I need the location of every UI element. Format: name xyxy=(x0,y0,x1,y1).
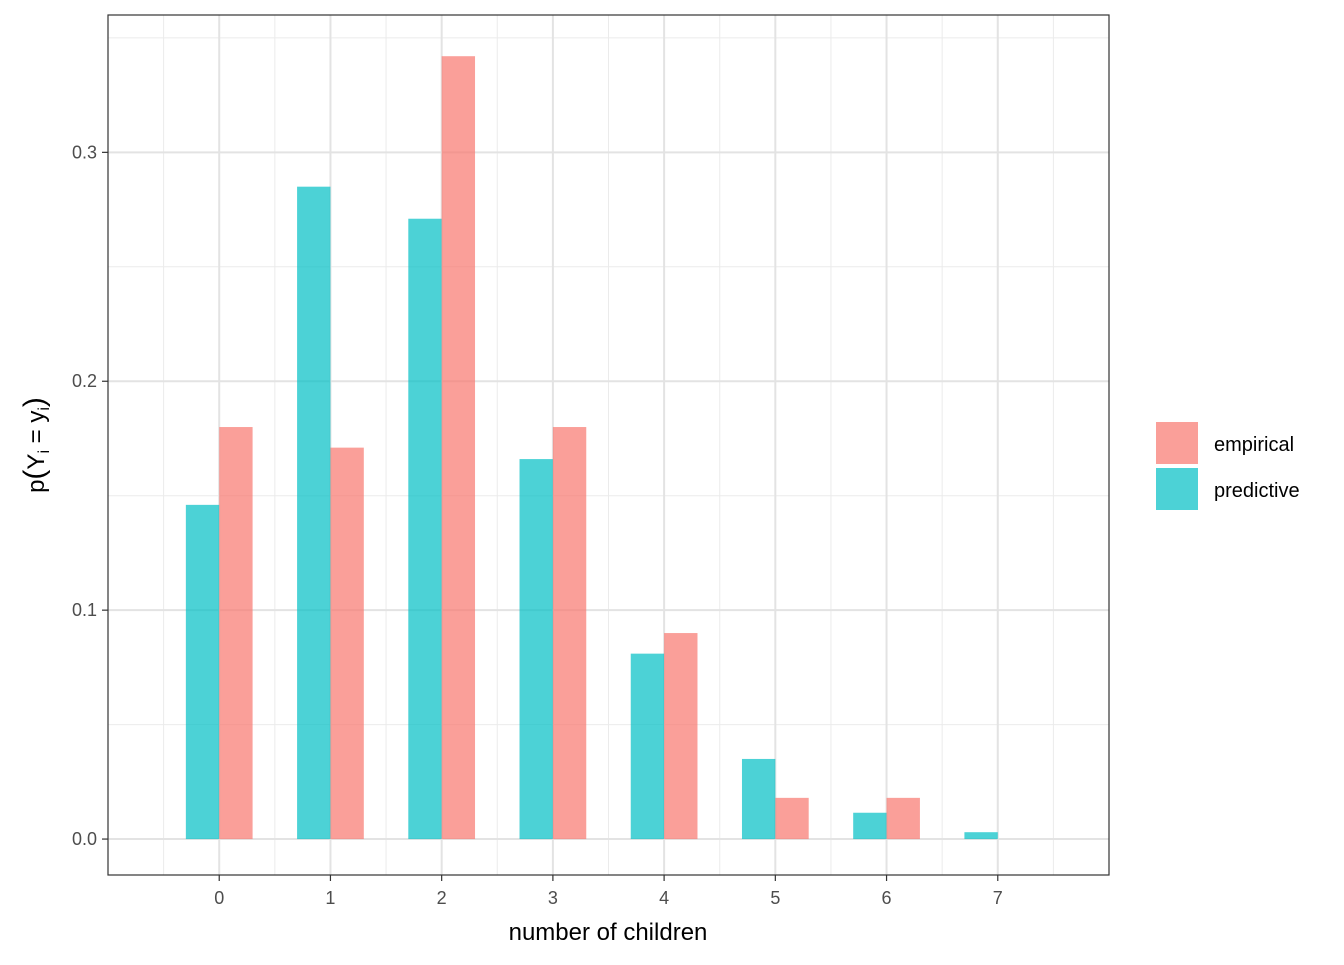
legend-label-empirical: empirical xyxy=(1214,434,1294,456)
bars xyxy=(185,56,998,840)
y-axis-title-sub1: i xyxy=(36,450,53,454)
bar-predictive-6 xyxy=(853,812,887,840)
y-axis-title-base: p xyxy=(23,480,50,493)
x-tick-label: 5 xyxy=(770,888,780,908)
x-axis-title: number of children xyxy=(509,919,708,946)
x-tick-label: 7 xyxy=(993,888,1003,908)
y-axis-title-close: ) xyxy=(18,397,51,407)
panel-border xyxy=(107,14,1110,876)
y-tick-label: 0.1 xyxy=(72,600,97,620)
y-axis-title: p(Yi = yi) xyxy=(18,397,53,493)
legend-label-predictive: predictive xyxy=(1214,480,1300,502)
bar-empirical-4 xyxy=(664,633,698,840)
y-axis-title-var2: y xyxy=(23,411,50,423)
x-axis: 0 1 2 3 4 5 6 7 xyxy=(214,875,1003,908)
bar-predictive-3 xyxy=(519,459,553,840)
y-axis-title-open: ( xyxy=(18,470,51,480)
bar-empirical-3 xyxy=(552,427,587,840)
x-tick-label: 0 xyxy=(214,888,224,908)
y-axis-title-eq: = xyxy=(23,423,50,450)
legend-key-predictive xyxy=(1156,468,1198,510)
bar-predictive-5 xyxy=(741,758,776,840)
legend-key-empirical xyxy=(1156,422,1198,464)
y-tick-label: 0.0 xyxy=(72,829,97,849)
y-axis-title-var: Y xyxy=(23,454,50,470)
legend: empirical predictive xyxy=(1156,422,1300,510)
bar-empirical-1 xyxy=(330,447,364,840)
bar-predictive-1 xyxy=(297,186,331,840)
bar-predictive-4 xyxy=(630,653,665,840)
y-axis: 0.0 0.1 0.2 0.3 xyxy=(72,142,108,849)
bar-predictive-0 xyxy=(185,504,220,840)
x-tick-label: 4 xyxy=(659,888,669,908)
y-axis-title-sub2: i xyxy=(36,407,53,411)
bar-predictive-2 xyxy=(408,218,442,840)
x-tick-label: 1 xyxy=(325,888,335,908)
bar-empirical-5 xyxy=(775,797,809,840)
y-tick-label: 0.2 xyxy=(72,371,97,391)
x-tick-label: 2 xyxy=(437,888,447,908)
x-tick-label: 3 xyxy=(548,888,558,908)
x-tick-label: 6 xyxy=(882,888,892,908)
y-tick-label: 0.3 xyxy=(72,142,97,162)
bar-empirical-0 xyxy=(219,427,253,840)
bar-predictive-7 xyxy=(964,832,998,840)
bar-empirical-6 xyxy=(886,797,920,840)
bar-empirical-2 xyxy=(441,56,476,840)
